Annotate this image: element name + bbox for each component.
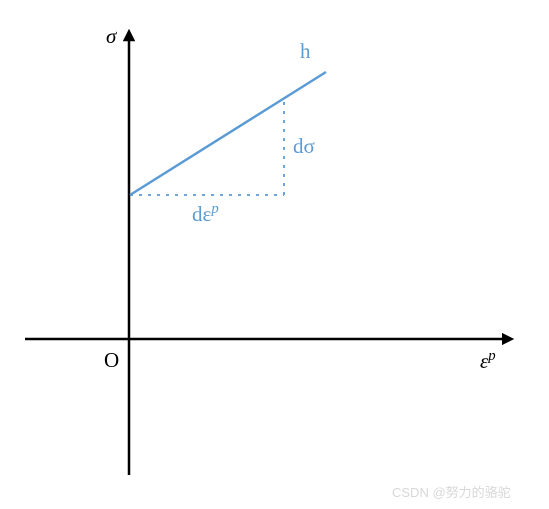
origin-label: O — [104, 348, 119, 373]
d-epsilon-p-label: dεp — [192, 201, 219, 227]
x-axis-label: εp — [480, 348, 496, 374]
y-axis-label: σ — [106, 24, 116, 49]
hardening-label: h — [300, 39, 311, 64]
d-sigma-label: dσ — [293, 134, 315, 159]
watermark-text: CSDN @努力的骆驼 — [392, 482, 511, 501]
chart-canvas — [0, 0, 549, 509]
